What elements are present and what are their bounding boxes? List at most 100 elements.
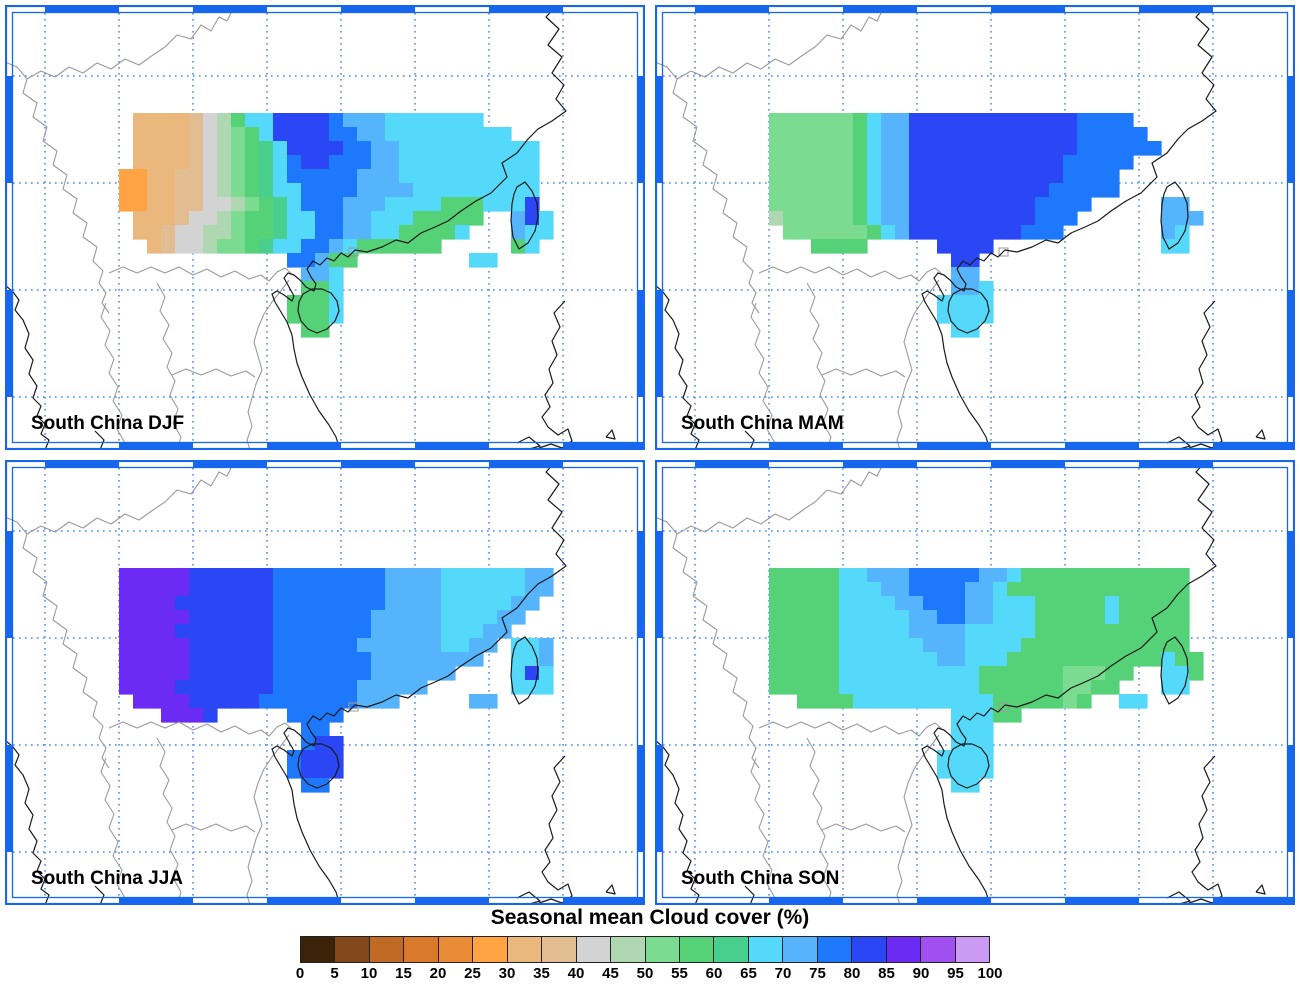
map-panel-mam: South China MAM [654, 4, 1296, 451]
country-border [4, 516, 110, 769]
coastline [744, 885, 755, 906]
island-outline [947, 288, 990, 334]
map-panel-jja: South China JJA [4, 459, 646, 906]
colorbar-tick: 60 [705, 965, 723, 982]
country-border [896, 734, 940, 906]
colorbar-cell-25-30 [473, 937, 508, 962]
colorbar-cell-20-25 [438, 937, 474, 962]
colorbar-cell-85-90 [886, 937, 922, 962]
country-border [4, 61, 110, 314]
colorbar-tick: 25 [464, 965, 481, 982]
country-border [676, 463, 884, 535]
panel-label: South China DJF [31, 413, 184, 434]
colorbar-tick: 50 [636, 965, 654, 982]
colorbar-cell-65-70 [748, 937, 784, 962]
island-outline [1160, 636, 1189, 705]
base-map [654, 459, 1266, 906]
country-border [676, 8, 884, 80]
panel-label: South China SON [681, 868, 839, 889]
colorbar-tick: 0 [295, 965, 305, 982]
map-frame [4, 459, 646, 906]
country-border [100, 302, 126, 451]
colorbar-cells [300, 936, 990, 963]
coastline [654, 739, 700, 906]
coastline [1255, 884, 1266, 895]
country-border [171, 368, 256, 378]
map-panel-son: South China SON [654, 459, 1296, 906]
hong-kong-outline [998, 702, 1009, 712]
colorbar-tick: 80 [843, 965, 861, 982]
cloud-cover-cells [769, 113, 1204, 338]
coastline [1255, 429, 1266, 440]
coastline [744, 430, 755, 451]
coastline [271, 4, 567, 451]
colorbar-tick: 15 [395, 965, 412, 982]
map-frame [654, 4, 1296, 451]
colorbar-cell-10-15 [369, 937, 405, 962]
map-frame [654, 459, 1296, 906]
colorbar-cell-60-65 [714, 937, 749, 962]
colorbar-tick: 5 [330, 965, 339, 982]
colorbar-cell-90-95 [921, 937, 956, 962]
island-outline [1160, 181, 1189, 250]
country-border [108, 266, 292, 282]
hong-kong-outline [348, 247, 359, 257]
country-border [246, 279, 290, 451]
colorbar-cell-70-75 [783, 937, 818, 962]
colorbar-tick: 90 [912, 965, 930, 982]
coastline [4, 284, 50, 451]
colorbar-cell-55-60 [679, 937, 715, 962]
country-border [156, 737, 182, 906]
map-panel-djf: South China DJF [4, 4, 646, 451]
country-border [750, 302, 776, 451]
colorbar-tick: 85 [878, 965, 895, 982]
colorbar-title: Seasonal mean Cloud cover (%) [490, 906, 810, 929]
map-frame [4, 4, 646, 451]
hong-kong-outline [348, 702, 359, 712]
colorbar-cell-5-10 [335, 937, 370, 962]
island-outline [297, 288, 340, 334]
country-border [821, 823, 906, 833]
map-svg-son: South China SON [654, 459, 1296, 906]
country-border [108, 721, 292, 737]
country-border [806, 737, 832, 906]
hong-kong-outline [998, 247, 1009, 257]
map-svg-djf: South China DJF [4, 4, 646, 451]
cloud-cover-cells [119, 113, 554, 338]
island-outline [947, 743, 990, 789]
colorbar-cell-45-50 [611, 937, 646, 962]
colorbar-tick: 45 [602, 965, 619, 982]
coastline [921, 459, 1217, 906]
coastline [605, 429, 616, 440]
colorbar-tick: 95 [947, 965, 964, 982]
cloud-cover-cells [119, 568, 554, 793]
country-border [654, 516, 760, 769]
country-border [750, 757, 776, 906]
coastline [921, 4, 1217, 451]
colorbar-cell-75-80 [817, 937, 853, 962]
colorbar-tick: 65 [740, 965, 757, 982]
colorbar-tick: 100 [977, 965, 1003, 982]
map-svg-jja: South China JJA [4, 459, 646, 906]
panel-label: South China MAM [681, 413, 844, 434]
country-border [26, 463, 234, 535]
colorbar-cell-15-20 [404, 937, 439, 962]
colorbar-cell-50-55 [645, 937, 680, 962]
island-outline [297, 743, 340, 789]
map-svg-mam: South China MAM [654, 4, 1296, 451]
country-border [100, 757, 126, 906]
base-map [4, 4, 616, 451]
coastline [605, 884, 616, 895]
country-border [246, 734, 290, 906]
coastline [94, 885, 105, 906]
colorbar-tick: 55 [671, 965, 688, 982]
country-border [26, 8, 234, 80]
island-outline [510, 181, 539, 250]
colorbar-cell-80-85 [852, 937, 887, 962]
colorbar-cell-0-5 [301, 937, 336, 962]
colorbar-tick-labels: 0 5 10 15 20 25 30 35 40 45 50 55 60 65 70 75 80 85 90 95 10… [296, 965, 1003, 985]
colorbar: 0 5 10 15 20 25 30 35 40 45 50 55 60 65 70 75 80 85 90 95 10… [296, 936, 1003, 985]
country-border [758, 721, 942, 737]
colorbar-cell-95-100 [955, 937, 990, 962]
